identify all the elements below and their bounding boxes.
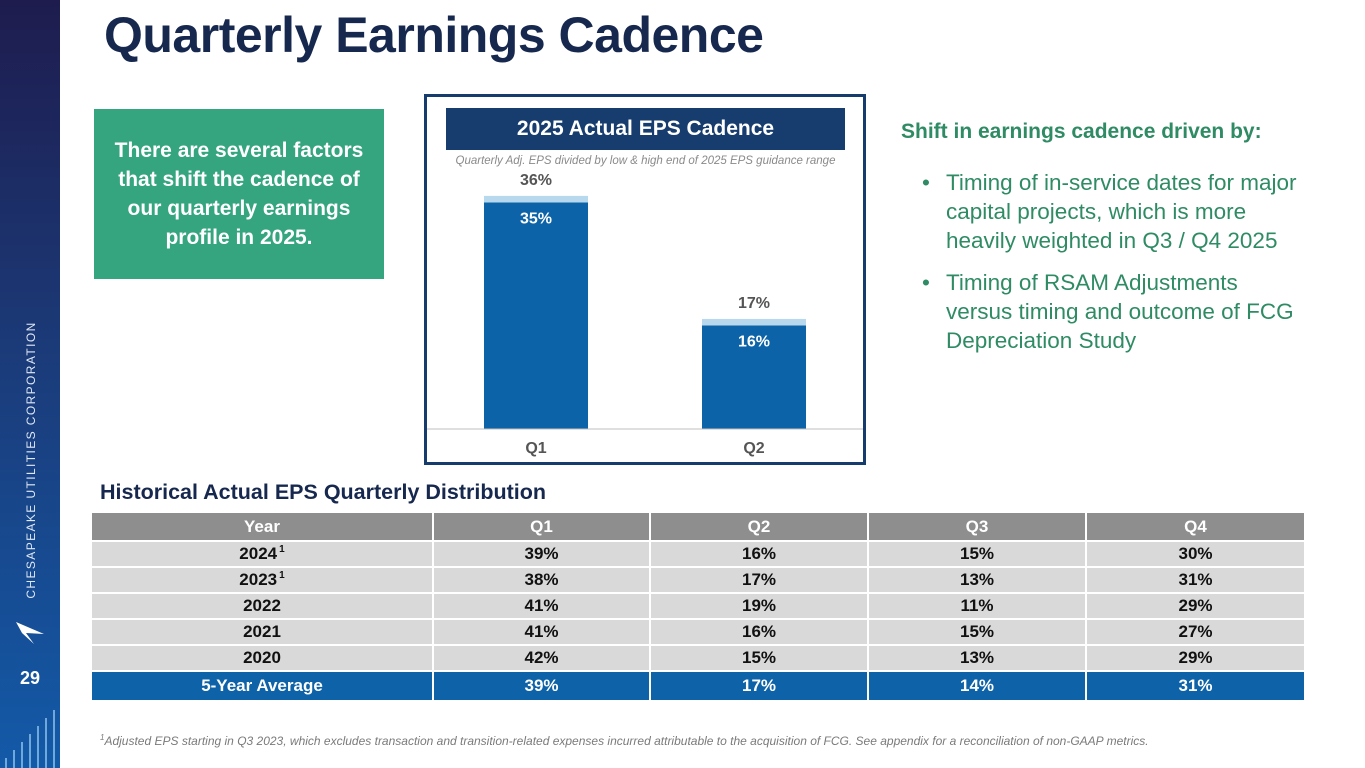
page-number: 29 (19, 668, 41, 688)
year-cell: 2023 1 (90, 566, 434, 594)
year-cell: 2024 1 (90, 540, 434, 568)
q1-cell: 39% (432, 670, 651, 702)
q2-cell: 15% (649, 644, 869, 672)
q1-cell: 39% (432, 540, 651, 568)
drivers-heading: Shift in earnings cadence driven by: (901, 120, 1262, 143)
bar-actual (484, 202, 588, 429)
q4-cell: 29% (1085, 592, 1306, 620)
average-label-cell: 5-Year Average (90, 670, 434, 702)
year-cell: 2021 (90, 618, 434, 646)
data-label-low: 16% (738, 333, 770, 350)
column-header-q3: Q3 (867, 511, 1087, 542)
q2-cell: 16% (649, 540, 869, 568)
drivers-list: Timing of in-service dates for major cap… (922, 168, 1302, 368)
driver-bullet: Timing of RSAM Adjustments versus timing… (922, 268, 1302, 355)
q1-cell: 41% (432, 592, 651, 620)
q4-cell: 30% (1085, 540, 1306, 568)
callout-box: There are several factors that shift the… (94, 109, 384, 279)
footnote-marker: 1 (100, 733, 105, 742)
q1-cell: 41% (432, 618, 651, 646)
x-tick-label: Q2 (743, 440, 764, 457)
q3-cell: 11% (867, 592, 1087, 620)
table-header-row: Year Q1 Q2 Q3 Q4 (90, 511, 1306, 542)
q4-cell: 27% (1085, 618, 1306, 646)
table-row: 2020 42% 15% 13% 29% (90, 644, 1306, 672)
average-row: 5-Year Average 39% 17% 14% 31% (90, 670, 1306, 702)
column-header-year: Year (90, 511, 434, 542)
q3-cell: 13% (867, 566, 1087, 594)
q4-cell: 29% (1085, 644, 1306, 672)
data-label-high: 36% (520, 172, 552, 189)
chart-frame (424, 94, 866, 465)
footnote-marker: 1 (279, 544, 285, 556)
bar-range-top (702, 318, 806, 326)
sidebar: CHESAPEAKE UTILITIES CORPORATION 29 (0, 0, 60, 768)
driver-bullet: Timing of in-service dates for major cap… (922, 168, 1302, 255)
table-row: 2022 41% 19% 11% 29% (90, 592, 1306, 620)
q2-cell: 17% (649, 566, 869, 594)
brand-vertical-text: CHESAPEAKE UTILITIES CORPORATION (24, 321, 38, 599)
table-row: 2024 1 39% 16% 15% 30% (90, 540, 1306, 568)
x-tick-label: Q1 (525, 440, 546, 457)
page-title: Quarterly Earnings Cadence (104, 7, 764, 63)
decorative-lines-icon (5, 710, 55, 768)
chart-subtitle: Quarterly Adj. EPS divided by low & high… (455, 155, 836, 167)
history-table: Year Q1 Q2 Q3 Q4 2024 1 39% 16% 15% 30% 2… (90, 511, 1306, 702)
q4-cell: 31% (1085, 566, 1306, 594)
year-cell: 2020 (90, 644, 434, 672)
data-label-low: 35% (520, 210, 552, 227)
bar-actual (702, 325, 806, 429)
data-label-high: 17% (738, 295, 770, 312)
year-cell: 2022 (90, 592, 434, 620)
chart-header: 2025 Actual EPS Cadence (446, 108, 845, 150)
footnote-marker: 1 (279, 570, 285, 582)
column-header-q1: Q1 (432, 511, 651, 542)
footnote: 1Adjusted EPS starting in Q3 2023, which… (100, 733, 1149, 748)
callout-text: There are several factors that shift the… (114, 139, 364, 249)
q2-cell: 16% (649, 618, 869, 646)
logo-bird-icon (16, 622, 44, 644)
q3-cell: 15% (867, 540, 1087, 568)
q2-cell: 19% (649, 592, 869, 620)
column-header-q2: Q2 (649, 511, 869, 542)
eps-cadence-chart: 35% 36% Q1 16% 17% Q2 (427, 172, 863, 457)
table-row: 2021 41% 16% 15% 27% (90, 618, 1306, 646)
q3-cell: 15% (867, 618, 1087, 646)
history-title: Historical Actual EPS Quarterly Distribu… (100, 480, 547, 504)
q3-cell: 13% (867, 644, 1087, 672)
q4-cell: 31% (1085, 670, 1306, 702)
table-row: 2023 1 38% 17% 13% 31% (90, 566, 1306, 594)
q1-cell: 38% (432, 566, 651, 594)
q1-cell: 42% (432, 644, 651, 672)
bar-range-top (484, 195, 588, 203)
column-header-q4: Q4 (1085, 511, 1306, 542)
q3-cell: 14% (867, 670, 1087, 702)
footnote-text: Adjusted EPS starting in Q3 2023, which … (104, 734, 1149, 748)
q2-cell: 17% (649, 670, 869, 702)
